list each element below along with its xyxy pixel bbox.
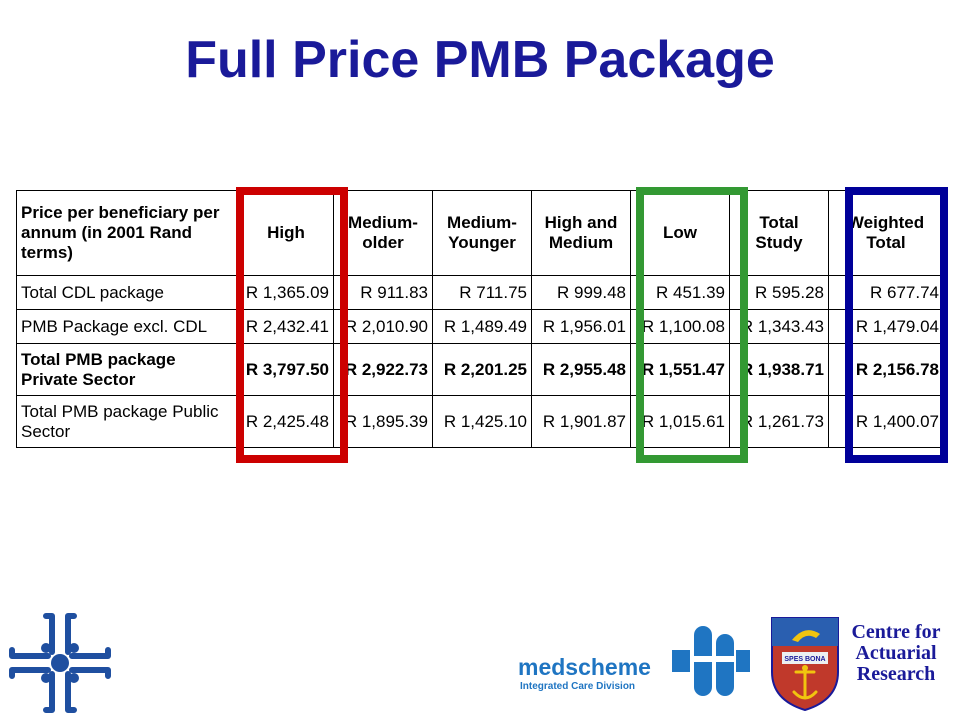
cell-value: R 1,365.09 (238, 275, 334, 310)
cell-value: R 2,201.25 (432, 343, 532, 396)
cell-value: R 2,010.90 (333, 309, 433, 344)
cell-value: R 1,015.61 (630, 395, 730, 448)
cell-value: R 1,895.39 (333, 395, 433, 448)
header-medium-older: Medium-older (333, 190, 433, 276)
cell-value: R 1,400.07 (828, 395, 944, 448)
cell-value: R 911.83 (333, 275, 433, 310)
cell-value: R 3,797.50 (238, 343, 334, 396)
centre-actuarial-research-text: Centre for Actuarial Research (851, 621, 941, 685)
table-row: Total CDL package R 1,365.09 R 911.83 R … (16, 275, 944, 310)
row-label: Total PMB package Private Sector (16, 343, 239, 396)
cell-value: R 2,156.78 (828, 343, 944, 396)
cell-value: R 999.48 (531, 275, 631, 310)
header-high: High (238, 190, 334, 276)
header-weighted-total: Weighted Total (828, 190, 944, 276)
cell-value: R 1,425.10 (432, 395, 532, 448)
crest-motto: SPES BONA (784, 656, 825, 663)
cell-value: R 451.39 (630, 275, 730, 310)
header-total-study: Total Study (729, 190, 829, 276)
row-label: PMB Package excl. CDL (16, 309, 239, 344)
cell-value: R 2,955.48 (531, 343, 631, 396)
cell-value: R 1,901.87 (531, 395, 631, 448)
table-row: Total PMB package Private Sector R 3,797… (16, 343, 944, 396)
cell-value: R 1,938.71 (729, 343, 829, 396)
cell-value: R 1,100.08 (630, 309, 730, 344)
cell-value: R 1,479.04 (828, 309, 944, 344)
pmb-price-table: Price per beneficiary per annum (in 2001… (16, 190, 944, 448)
table-row: PMB Package excl. CDL R 2,432.41 R 2,010… (16, 309, 944, 344)
header-low: Low (630, 190, 730, 276)
cell-value: R 1,551.47 (630, 343, 730, 396)
medscheme-logo-text: medscheme (518, 654, 651, 680)
cell-value: R 711.75 (432, 275, 532, 310)
header-high-and-medium: High and Medium (531, 190, 631, 276)
table-row: Total PMB package Public Sector R 2,425.… (16, 395, 944, 448)
cell-value: R 595.28 (729, 275, 829, 310)
cell-value: R 2,432.41 (238, 309, 334, 344)
cell-value: R 1,343.43 (729, 309, 829, 344)
cell-value: R 1,956.01 (531, 309, 631, 344)
table-header-row: Price per beneficiary per annum (in 2001… (16, 190, 944, 276)
cell-value: R 1,261.73 (729, 395, 829, 448)
university-crest-icon: SPES BONA (771, 617, 839, 712)
medscheme-division-text: Integrated Care Division (520, 681, 636, 692)
cell-value: R 1,489.49 (432, 309, 532, 344)
cell-value: R 677.74 (828, 275, 944, 310)
cell-value: R 2,425.48 (238, 395, 334, 448)
slide-title: Full Price PMB Package (185, 31, 775, 89)
cross-logo-icon (9, 613, 111, 713)
medscheme-mark-icon (672, 626, 750, 696)
header-medium-younger: Medium-Younger (432, 190, 532, 276)
header-description: Price per beneficiary per annum (in 2001… (16, 190, 239, 276)
row-label: Total CDL package (16, 275, 239, 310)
cell-value: R 2,922.73 (333, 343, 433, 396)
row-label: Total PMB package Public Sector (16, 395, 239, 448)
